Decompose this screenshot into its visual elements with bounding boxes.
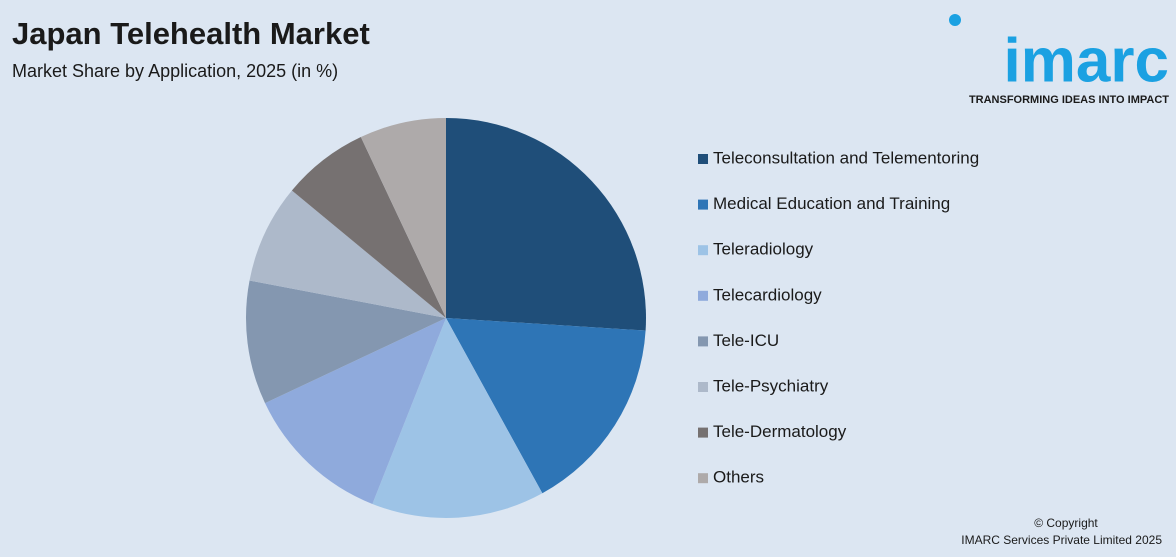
legend-label: Teleconsultation and Telementoring [713,148,979,167]
pie-slice [446,318,646,494]
company: IMARC Services Private Limited 2025 [961,533,1162,547]
pie-slice [360,118,446,318]
pie-slice [372,318,543,518]
copyright: © Copyright [1034,516,1098,530]
legend-swatch [698,382,708,392]
legend-label: Tele-Psychiatry [713,376,829,395]
legend-swatch [698,427,708,438]
legend-swatch [698,473,708,484]
pie-slice [249,190,446,318]
logo-dot [949,14,961,26]
chart-title: Japan Telehealth Market [12,16,370,51]
legend-swatch [698,199,708,210]
legend-label: Others [713,468,764,487]
pie-slice [246,280,446,404]
legend-swatch [698,154,708,164]
pie-slice [291,137,446,318]
logo: imarc [1004,26,1169,95]
legend-label: Tele-Dermatology [713,422,847,441]
legend-swatch [698,290,708,301]
legend-label: Teleradiology [713,240,814,259]
legend-label: Telecardiology [713,285,822,304]
logo-tagline: TRANSFORMING IDEAS INTO IMPACT [969,94,1169,106]
pie-slice [446,118,646,331]
legend-label: Medical Education and Training [713,194,950,213]
chart-subtitle: Market Share by Application, 2025 (in %) [12,61,338,81]
pie-slice [265,318,446,504]
legend-swatch [698,336,708,347]
legend-swatch [698,245,708,256]
legend-label: Tele-ICU [713,331,779,350]
